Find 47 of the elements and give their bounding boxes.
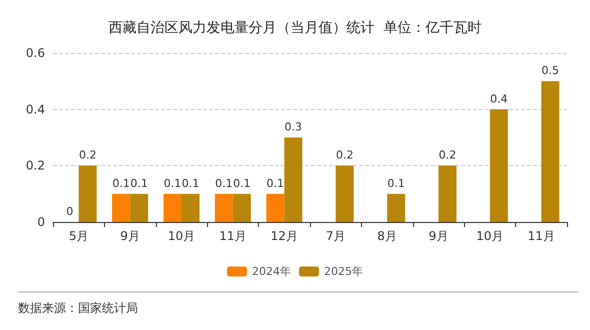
x-tick-label: 8月 bbox=[377, 229, 397, 243]
data-label: 0.1 bbox=[164, 176, 182, 190]
data-label: 0.2 bbox=[336, 148, 354, 162]
data-label: 0.1 bbox=[215, 176, 233, 190]
data-label: 0.2 bbox=[438, 148, 456, 162]
data-label: 0.1 bbox=[266, 176, 284, 190]
x-tick-label: 10月 bbox=[476, 229, 504, 243]
data-label: 0.3 bbox=[284, 120, 302, 134]
y-tick-label: 0.6 bbox=[26, 46, 45, 60]
source-note: 数据来源：国家统计局 bbox=[18, 301, 138, 315]
y-tick-label: 0.4 bbox=[26, 102, 45, 116]
x-tick-label: 11月 bbox=[219, 229, 247, 243]
bar bbox=[182, 194, 200, 222]
x-tick-label: 9月 bbox=[120, 229, 140, 243]
bar bbox=[284, 138, 302, 222]
data-label: 0.1 bbox=[387, 176, 405, 190]
bar bbox=[266, 194, 284, 222]
data-label: 0.1 bbox=[112, 176, 130, 190]
x-tick-label: 10月 bbox=[168, 229, 196, 243]
chart-title: 西藏自治区风力发电量分月（当月值）统计 单位：亿千瓦时 bbox=[108, 20, 482, 36]
y-tick-label: 0 bbox=[37, 215, 45, 229]
bar bbox=[214, 194, 233, 222]
x-tick-label: 7月 bbox=[326, 229, 346, 243]
x-tick-label: 11月 bbox=[528, 229, 555, 243]
bar bbox=[541, 81, 560, 222]
data-label: 0.1 bbox=[182, 176, 200, 190]
x-tick-label: 9月 bbox=[428, 229, 448, 243]
bar bbox=[336, 166, 354, 222]
data-label: 0.1 bbox=[233, 176, 251, 190]
data-label: 0.5 bbox=[542, 64, 560, 78]
y-tick-label: 0.2 bbox=[26, 158, 45, 173]
legend-label: 2024年 bbox=[252, 265, 292, 278]
bar bbox=[490, 109, 508, 222]
data-label: 0.2 bbox=[78, 148, 96, 162]
bar bbox=[438, 166, 456, 222]
data-label: 0.1 bbox=[130, 176, 148, 190]
bar bbox=[78, 166, 97, 222]
bar bbox=[387, 194, 406, 222]
bar bbox=[130, 194, 148, 222]
data-label: 0.4 bbox=[490, 92, 508, 106]
bar bbox=[112, 194, 130, 222]
x-tick-label: 12月 bbox=[270, 229, 298, 243]
bar bbox=[164, 194, 182, 222]
x-tick-label: 5月 bbox=[68, 229, 89, 243]
legend-label: 2025年 bbox=[324, 265, 363, 278]
data-label: 0 bbox=[66, 205, 74, 218]
bar bbox=[232, 194, 251, 222]
